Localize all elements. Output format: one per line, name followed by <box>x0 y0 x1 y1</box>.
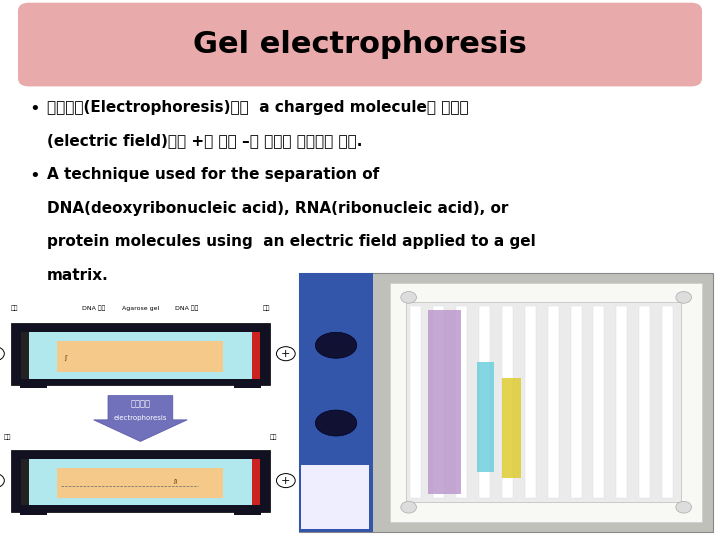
Text: DNA(deoxyribonucleic acid), RNA(ribonucleic acid), or: DNA(deoxyribonucleic acid), RNA(ribonucl… <box>47 201 508 216</box>
Bar <box>252 459 260 505</box>
Bar <box>405 302 680 502</box>
Text: ʃ: ʃ <box>64 355 66 361</box>
Bar <box>502 378 521 478</box>
Bar <box>662 306 673 498</box>
Bar <box>570 306 582 498</box>
Circle shape <box>401 501 416 513</box>
Text: Agarose gel: Agarose gel <box>122 306 159 311</box>
Bar <box>456 306 467 498</box>
FancyArrow shape <box>94 395 187 442</box>
Text: Gel electrophoresis: Gel electrophoresis <box>193 30 527 59</box>
Bar <box>479 306 490 498</box>
Bar <box>410 306 421 498</box>
Text: electrophoresis: electrophoresis <box>114 415 167 421</box>
Text: +: + <box>281 349 291 359</box>
Text: A technique used for the separation of: A technique used for the separation of <box>47 167 379 183</box>
Bar <box>11 322 270 384</box>
Bar <box>477 362 493 472</box>
Text: •: • <box>29 100 40 118</box>
Text: 전기영동: 전기영동 <box>130 399 150 408</box>
Bar <box>593 306 605 498</box>
Bar <box>616 306 627 498</box>
Bar <box>299 273 713 532</box>
Bar <box>21 459 260 505</box>
Text: +: + <box>281 476 291 485</box>
Bar <box>252 332 260 379</box>
Circle shape <box>401 292 416 303</box>
Text: 전극: 전극 <box>11 305 18 311</box>
Bar <box>11 449 270 512</box>
Bar <box>20 510 47 515</box>
Circle shape <box>676 292 691 303</box>
Bar <box>639 306 650 498</box>
Bar <box>21 332 260 379</box>
FancyBboxPatch shape <box>18 3 702 86</box>
Ellipse shape <box>315 472 357 498</box>
Text: DNA 단편: DNA 단편 <box>82 305 105 311</box>
Bar <box>301 464 369 529</box>
Bar <box>502 306 513 498</box>
Bar <box>234 383 261 388</box>
Bar <box>21 459 29 505</box>
Text: 전극: 전극 <box>270 434 277 440</box>
Text: protein molecules using  an electric field applied to a gel: protein molecules using an electric fiel… <box>47 234 536 249</box>
Text: 전극: 전극 <box>4 434 11 440</box>
Text: matrix.: matrix. <box>47 268 109 283</box>
Text: DNA 단편: DNA 단편 <box>176 305 199 311</box>
Bar <box>21 332 29 379</box>
Ellipse shape <box>315 410 357 436</box>
Ellipse shape <box>315 332 357 358</box>
Bar <box>525 306 536 498</box>
Bar <box>20 383 47 388</box>
Circle shape <box>676 501 691 513</box>
Bar <box>390 283 703 522</box>
Text: 전극: 전극 <box>263 305 270 311</box>
Text: ʃ): ʃ) <box>174 480 178 484</box>
Bar <box>433 306 444 498</box>
Bar <box>428 310 461 495</box>
Bar <box>58 468 223 498</box>
Bar <box>548 306 559 498</box>
Bar <box>234 510 261 515</box>
Bar <box>58 341 223 372</box>
Text: •: • <box>29 167 40 185</box>
Bar <box>299 273 373 532</box>
Text: 전기영동(Electrophoresis)이란  a charged molecule이 전기장: 전기영동(Electrophoresis)이란 a charged molecu… <box>47 100 469 115</box>
Text: (electric field)에서 +극 또는 –극 쪽으로 이동하는 현상.: (electric field)에서 +극 또는 –극 쪽으로 이동하는 현상. <box>47 133 362 148</box>
